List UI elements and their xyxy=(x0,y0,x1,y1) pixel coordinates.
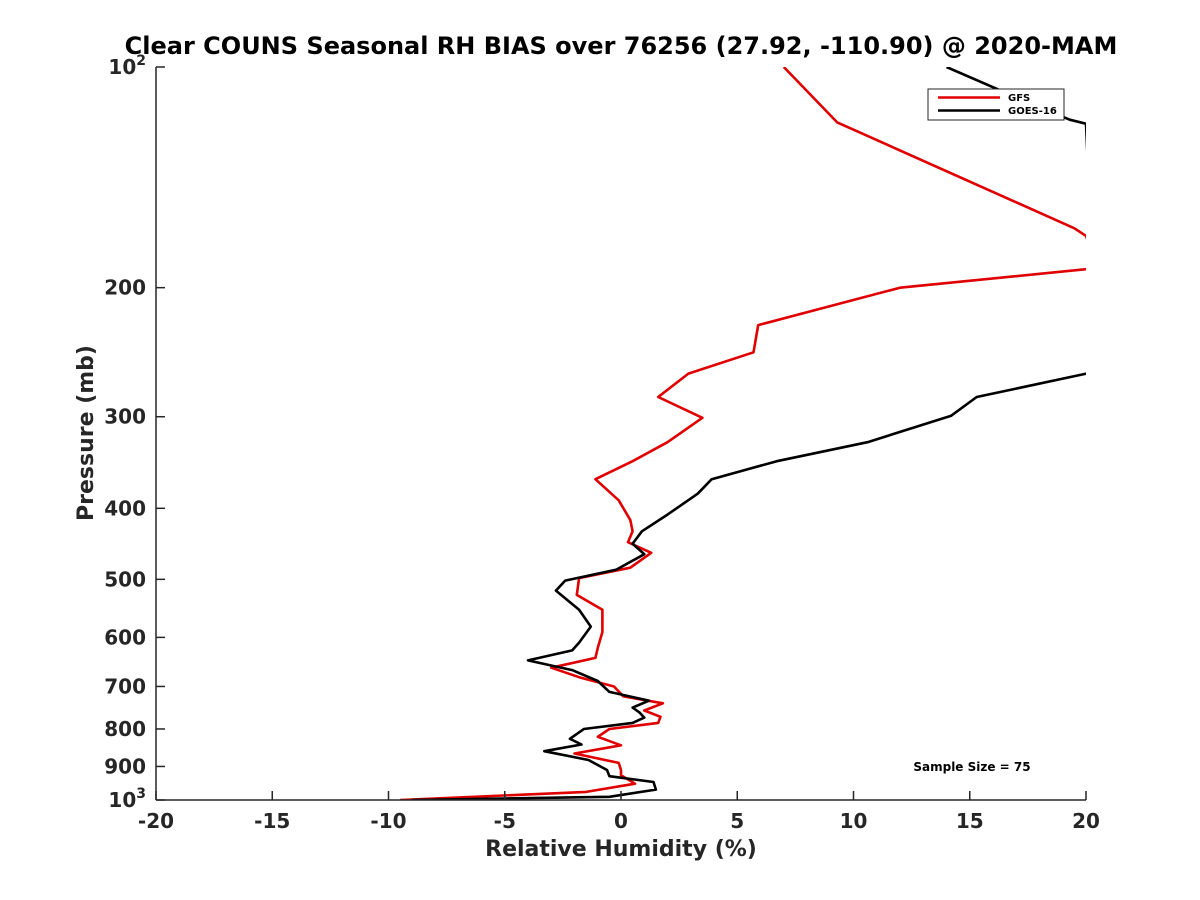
y-axis-label: Pressure (mb) xyxy=(74,345,99,521)
axes xyxy=(155,67,1086,801)
x-tick-label: 0 xyxy=(614,809,628,833)
series-line-goes16 xyxy=(411,67,1086,800)
y-tick-label: 500 xyxy=(104,567,146,591)
x-tick-label: -15 xyxy=(254,809,290,833)
legend-label-goes16: GOES-16 xyxy=(1008,106,1057,117)
y-tick-label: 600 xyxy=(104,625,146,649)
x-tick-label: 15 xyxy=(956,809,984,833)
y-tick-label: 400 xyxy=(104,496,146,520)
series-line-gfs xyxy=(400,67,1086,800)
legend-box xyxy=(927,88,1065,121)
x-tick-label: -5 xyxy=(494,809,516,833)
x-axis-label: Relative Humidity (%) xyxy=(485,837,757,862)
y-tick-label: 102 xyxy=(108,53,146,79)
y-tick-label: 700 xyxy=(104,674,146,698)
y-tick-label: 300 xyxy=(104,405,146,429)
y-tick-label: 103 xyxy=(108,786,146,812)
y-tick-exponent: 2 xyxy=(136,53,146,69)
plot-area xyxy=(400,67,1086,800)
chart-title: Clear COUNS Seasonal RH BIAS over 76256 … xyxy=(125,32,1118,60)
y-tick-label: 900 xyxy=(104,754,146,778)
x-ticks: -20 -15 -10 -5 0 5 10 15 20 xyxy=(138,791,1100,833)
y-tick-base: 10 xyxy=(108,788,136,812)
y-tick-label: 800 xyxy=(104,717,146,741)
legend-label-gfs: GFS xyxy=(1008,93,1030,104)
y-tick-exponent: 3 xyxy=(136,786,146,802)
x-tick-label: 20 xyxy=(1072,809,1100,833)
legend: GFS GOES-16 xyxy=(927,88,1065,121)
sample-size-annotation: Sample Size = 75 xyxy=(913,760,1030,774)
y-tick-label: 200 xyxy=(104,276,146,300)
y-tick-base: 10 xyxy=(108,55,136,79)
x-tick-label: 5 xyxy=(730,809,744,833)
x-tick-label: 10 xyxy=(840,809,868,833)
x-tick-label: -20 xyxy=(138,809,174,833)
x-tick-label: -10 xyxy=(370,809,406,833)
